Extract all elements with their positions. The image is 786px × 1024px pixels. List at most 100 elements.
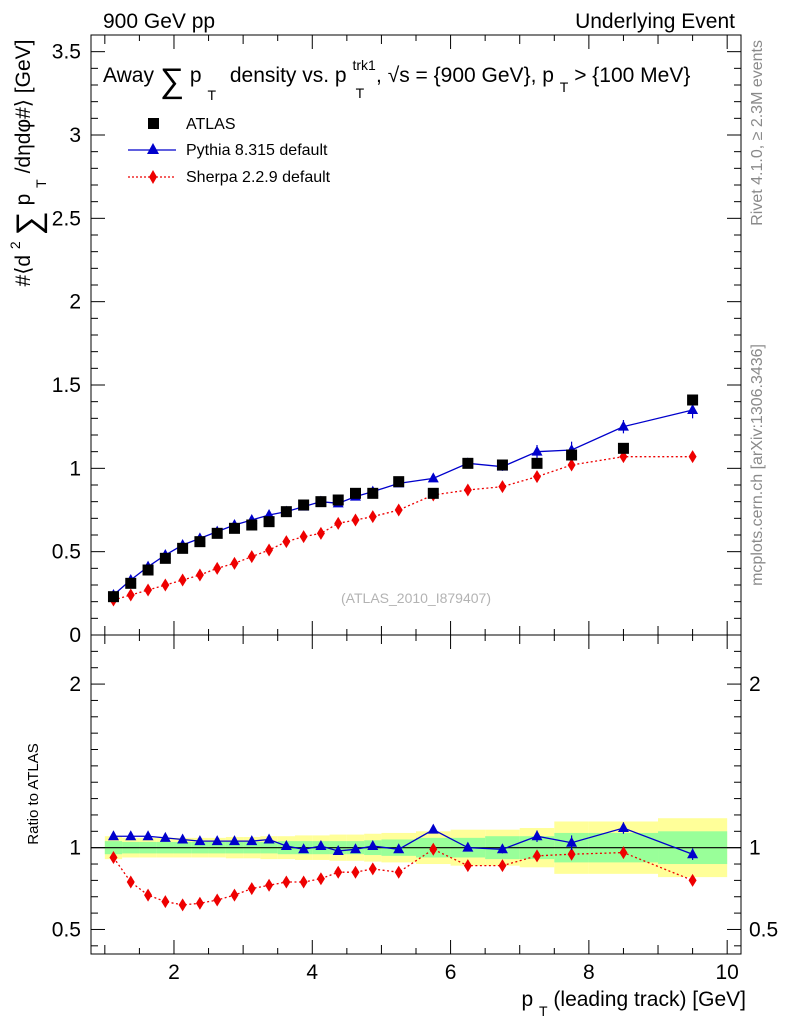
ratio-pythia-point <box>496 843 508 854</box>
analysis-watermark: (ATLAS_2010_I879407) <box>341 590 491 606</box>
atlas-point <box>125 577 137 589</box>
ratio-pythia-point <box>349 843 361 854</box>
sherpa-point <box>567 458 576 472</box>
ratio-sherpa-point <box>619 846 628 860</box>
ratio-sherpa-point <box>144 888 153 902</box>
ylabel-exp: 2 <box>7 241 23 249</box>
sherpa-point <box>351 513 360 527</box>
legend-pythia-label: Pythia 8.315 default <box>186 142 328 159</box>
legend-sherpa-marker <box>149 170 157 184</box>
y-tick-label-right: 0.5 <box>749 918 778 941</box>
ratio-pythia-point <box>427 823 439 834</box>
pythia-point <box>617 420 629 431</box>
ratio-pythia-point <box>298 843 310 854</box>
y-tick-label: 1.5 <box>52 374 81 397</box>
pythia-point <box>531 445 543 456</box>
ratio-pythia-point <box>125 830 137 841</box>
main-series-group <box>107 394 699 607</box>
atlas-point <box>617 442 629 454</box>
header-left: 900 GeV pp <box>103 10 215 33</box>
ratio-series-group <box>107 822 699 912</box>
ratio-sherpa-point <box>394 865 403 879</box>
atlas-point <box>228 522 240 534</box>
title-p: p <box>190 64 202 87</box>
sherpa-point <box>463 483 472 497</box>
y-tick-label: 3 <box>69 124 81 147</box>
ylabel-t: T <box>33 179 49 188</box>
ratio-sherpa-point <box>282 875 291 889</box>
sherpa-point <box>282 535 291 549</box>
ratio-pythia-point <box>107 830 119 841</box>
title-sqrt-s: , √s = {900 GeV}, p <box>376 64 554 87</box>
sherpa-point <box>247 550 256 564</box>
ratio-y-axis-label: Ratio to ATLAS <box>25 743 42 844</box>
atlas-point <box>367 487 379 499</box>
sherpa-point <box>161 578 170 592</box>
x-tick-label: 8 <box>583 961 595 984</box>
ratio-sherpa-point <box>126 875 135 889</box>
ratio-pythia-point <box>367 840 379 851</box>
y-tick-label: 0 <box>69 624 81 647</box>
ratio-sherpa-point <box>178 898 187 912</box>
mcplots-label: mcplots.cern.ch [arXiv:1306.3436] <box>749 344 766 586</box>
ratio-pythia-point <box>462 841 474 852</box>
sherpa-point <box>394 503 403 517</box>
plot-title: Away ∑ p T density vs. p trk1 T , √s = {… <box>103 52 690 105</box>
ratio-panel-ticks: 0.5 0.5 1 1 2 2 2 4 6 8 10 <box>52 634 778 984</box>
title-p-subscript: T <box>207 87 216 103</box>
ratio-pythia-point <box>687 848 699 859</box>
y-tick-label: 0.5 <box>52 918 81 941</box>
atlas-point <box>107 591 119 603</box>
x-tick-label: 2 <box>168 961 180 984</box>
legend-atlas-marker <box>148 118 159 129</box>
atlas-point <box>349 487 361 499</box>
atlas-point <box>332 494 344 506</box>
atlas-point <box>531 457 543 469</box>
title-mid: density vs. p <box>230 64 347 87</box>
ratio-sherpa-point <box>161 895 170 909</box>
sherpa-point <box>126 588 135 602</box>
ratio-pythia-point <box>617 822 629 833</box>
y-tick-label-right: 2 <box>749 673 761 696</box>
ylabel-pre: #⟨d <box>12 255 35 287</box>
ratio-sherpa-point <box>247 882 256 896</box>
atlas-point <box>566 449 578 461</box>
ratio-pythia-point <box>159 831 171 842</box>
ratio-pythia-point <box>211 835 223 846</box>
legend: ATLAS Pythia 8.315 default Sherpa 2.2.9 … <box>128 116 331 186</box>
title-trk-superscript: trk1 <box>352 57 376 73</box>
y-tick-label: 2 <box>69 291 81 314</box>
y-tick-label: 1 <box>69 837 81 860</box>
atlas-point <box>393 476 405 488</box>
y-tick-label: 3.5 <box>52 41 81 64</box>
sherpa-point <box>213 561 222 575</box>
title-pt-cut-subscript: T <box>560 79 569 95</box>
x-tick-label: 4 <box>306 961 318 984</box>
y-tick-label: 2 <box>69 673 81 696</box>
ratio-pythia-point <box>315 840 327 851</box>
ratio-pythia-point <box>194 835 206 846</box>
main-panel-ticks: 0 0.5 1 1.5 2 2.5 3 3.5 <box>52 34 741 647</box>
ratio-sherpa-point <box>299 875 308 889</box>
ylabel-sum: ∑ <box>10 211 48 235</box>
title-away: Away <box>103 64 154 87</box>
main-y-axis-label: #⟨d 2 ∑ p T /dηdφ#⟩ [GeV] <box>2 40 51 287</box>
ratio-sherpa-point <box>498 859 507 873</box>
ratio-sherpa-point <box>230 888 239 902</box>
xlabel-post: (leading track) [GeV] <box>553 988 746 1011</box>
ratio-pythia-point <box>531 830 543 841</box>
sherpa-point <box>265 543 274 557</box>
y-tick-label: 0.5 <box>52 541 81 564</box>
ratio-pythia-point <box>177 833 189 844</box>
atlas-point <box>211 527 223 539</box>
atlas-point <box>177 542 189 554</box>
legend-sherpa-label: Sherpa 2.2.9 default <box>186 169 331 186</box>
ratio-pythia-point <box>142 830 154 841</box>
ratio-sherpa-point <box>688 873 697 887</box>
ratio-pythia-point <box>263 833 275 844</box>
ratio-sherpa-point <box>109 850 118 864</box>
header-right: Underlying Event <box>575 10 735 33</box>
atlas-point <box>194 536 206 548</box>
atlas-point <box>496 459 508 471</box>
